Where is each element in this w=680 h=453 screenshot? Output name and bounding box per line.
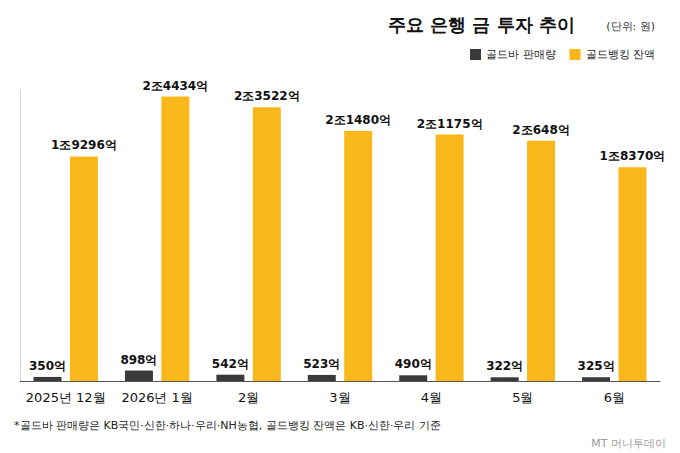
svg-text:325억: 325억: [578, 359, 615, 373]
svg-text:1조8370억: 1조8370억: [600, 149, 666, 163]
svg-text:골드뱅킹 잔액: 골드뱅킹 잔액: [586, 48, 656, 61]
svg-text:2조1480억: 2조1480억: [325, 113, 391, 127]
svg-text:2조3522억: 2조3522억: [234, 89, 300, 103]
svg-text:322억: 322억: [486, 359, 523, 373]
svg-text:6월: 6월: [604, 390, 625, 405]
svg-text:MT 머니투데이: MT 머니투데이: [591, 437, 666, 450]
svg-text:주요 은행 금 투자 추이: 주요 은행 금 투자 추이: [388, 14, 575, 35]
svg-text:898억: 898억: [120, 353, 157, 367]
svg-text:1조9296억: 1조9296억: [51, 138, 117, 152]
svg-text:3월: 3월: [329, 390, 350, 405]
svg-text:5월: 5월: [512, 390, 533, 405]
svg-text:골드바 판매량: 골드바 판매량: [486, 48, 556, 61]
svg-text:490억: 490억: [395, 357, 432, 371]
svg-text:2조1175억: 2조1175억: [417, 117, 483, 131]
svg-text:2조648억: 2조648억: [512, 123, 569, 137]
svg-text:2026년 1월: 2026년 1월: [121, 390, 193, 405]
svg-text:*골드바 판매량은 KB국민·신한·하나·우리·NH농협,: *골드바 판매량은 KB국민·신한·하나·우리·NH농협, 골드뱅킹 잔액은 K…: [14, 419, 441, 432]
svg-text:350억: 350억: [29, 359, 66, 373]
svg-text:2월: 2월: [238, 390, 259, 405]
svg-text:(단위: 원): (단위: 원): [606, 20, 655, 33]
svg-text:2025년 12월: 2025년 12월: [26, 390, 106, 405]
svg-text:4월: 4월: [421, 390, 442, 405]
svg-text:523억: 523억: [303, 357, 340, 371]
svg-text:542억: 542억: [212, 357, 249, 371]
svg-text:2조4434억: 2조4434억: [142, 79, 208, 93]
